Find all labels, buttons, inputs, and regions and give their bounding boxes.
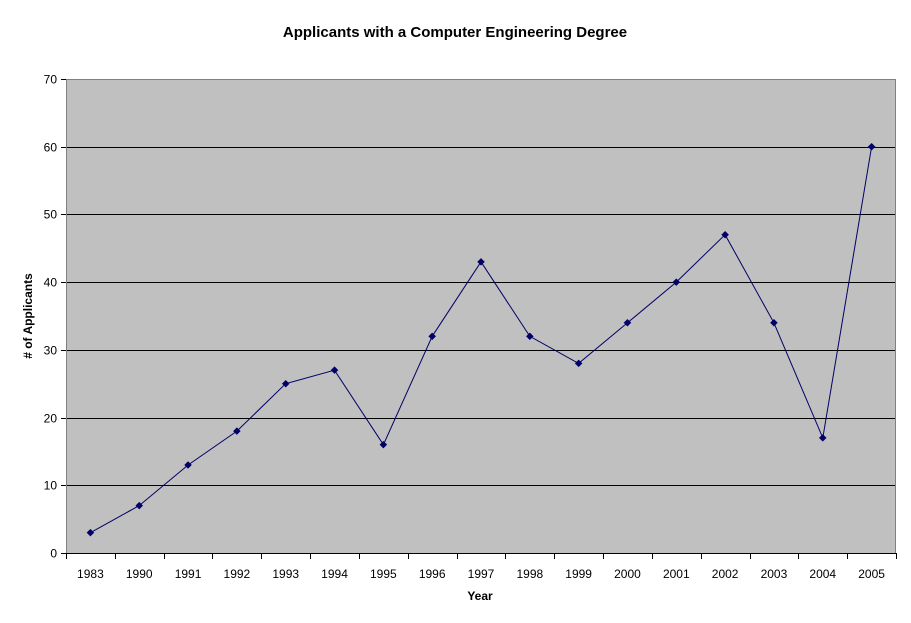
y-tick-label: 0: [50, 547, 57, 561]
x-tick-label: 1996: [419, 567, 446, 581]
x-tick-label: 1995: [370, 567, 397, 581]
x-tick-label: 2005: [858, 567, 885, 581]
series-group: [86, 142, 876, 537]
x-tick-label: 1990: [126, 567, 153, 581]
x-tick-label: 2003: [761, 567, 788, 581]
data-point: [770, 318, 778, 327]
y-tick-label: 10: [44, 479, 58, 493]
data-point: [233, 427, 241, 435]
data-point: [574, 359, 583, 368]
data-point: [86, 528, 95, 537]
x-tick-label: 2000: [614, 567, 641, 581]
x-tick-label: 1991: [175, 567, 202, 581]
x-tick-label: 1992: [224, 567, 251, 581]
data-point: [477, 257, 485, 266]
data-point: [135, 501, 144, 510]
data-point: [184, 461, 192, 469]
data-point: [281, 379, 290, 388]
x-tick-label: 2004: [809, 567, 836, 581]
x-tick-label: 1994: [321, 567, 348, 581]
x-tick-labels: 1983 1990 1991 1992 1993 1994 1995 1996 1997 1998…: [77, 567, 885, 581]
y-tick-label: 30: [44, 344, 58, 358]
data-point: [818, 434, 827, 442]
y-axis-title: # of Applicants: [21, 273, 35, 359]
data-point: [525, 332, 534, 341]
y-tick-label: 50: [44, 208, 58, 222]
x-tick-label: 1999: [565, 567, 592, 581]
x-tick-label: 2002: [712, 567, 739, 581]
y-tick-label: 40: [44, 276, 58, 290]
axes: [61, 79, 897, 559]
y-tick-label: 20: [44, 412, 58, 426]
y-tick-labels: 0 10 20 30 40 50 60 70: [44, 73, 58, 561]
data-point: [428, 332, 437, 341]
x-tick-label: 1983: [77, 567, 104, 581]
data-point: [379, 440, 388, 449]
data-point: [330, 366, 339, 375]
x-tick-label: 2001: [663, 567, 690, 581]
data-point: [672, 278, 681, 286]
chart-title: Applicants with a Computer Engineering D…: [283, 24, 627, 41]
data-point: [721, 230, 729, 239]
data-point: [623, 318, 632, 327]
x-tick-label: 1997: [468, 567, 495, 581]
x-axis-title: Year: [467, 589, 493, 603]
y-tick-label: 70: [44, 73, 58, 87]
x-tick-label: 1998: [516, 567, 543, 581]
data-point: [867, 142, 876, 151]
x-tick-label: 1993: [272, 567, 299, 581]
y-tick-label: 60: [44, 141, 58, 155]
plot-area: [66, 79, 896, 553]
